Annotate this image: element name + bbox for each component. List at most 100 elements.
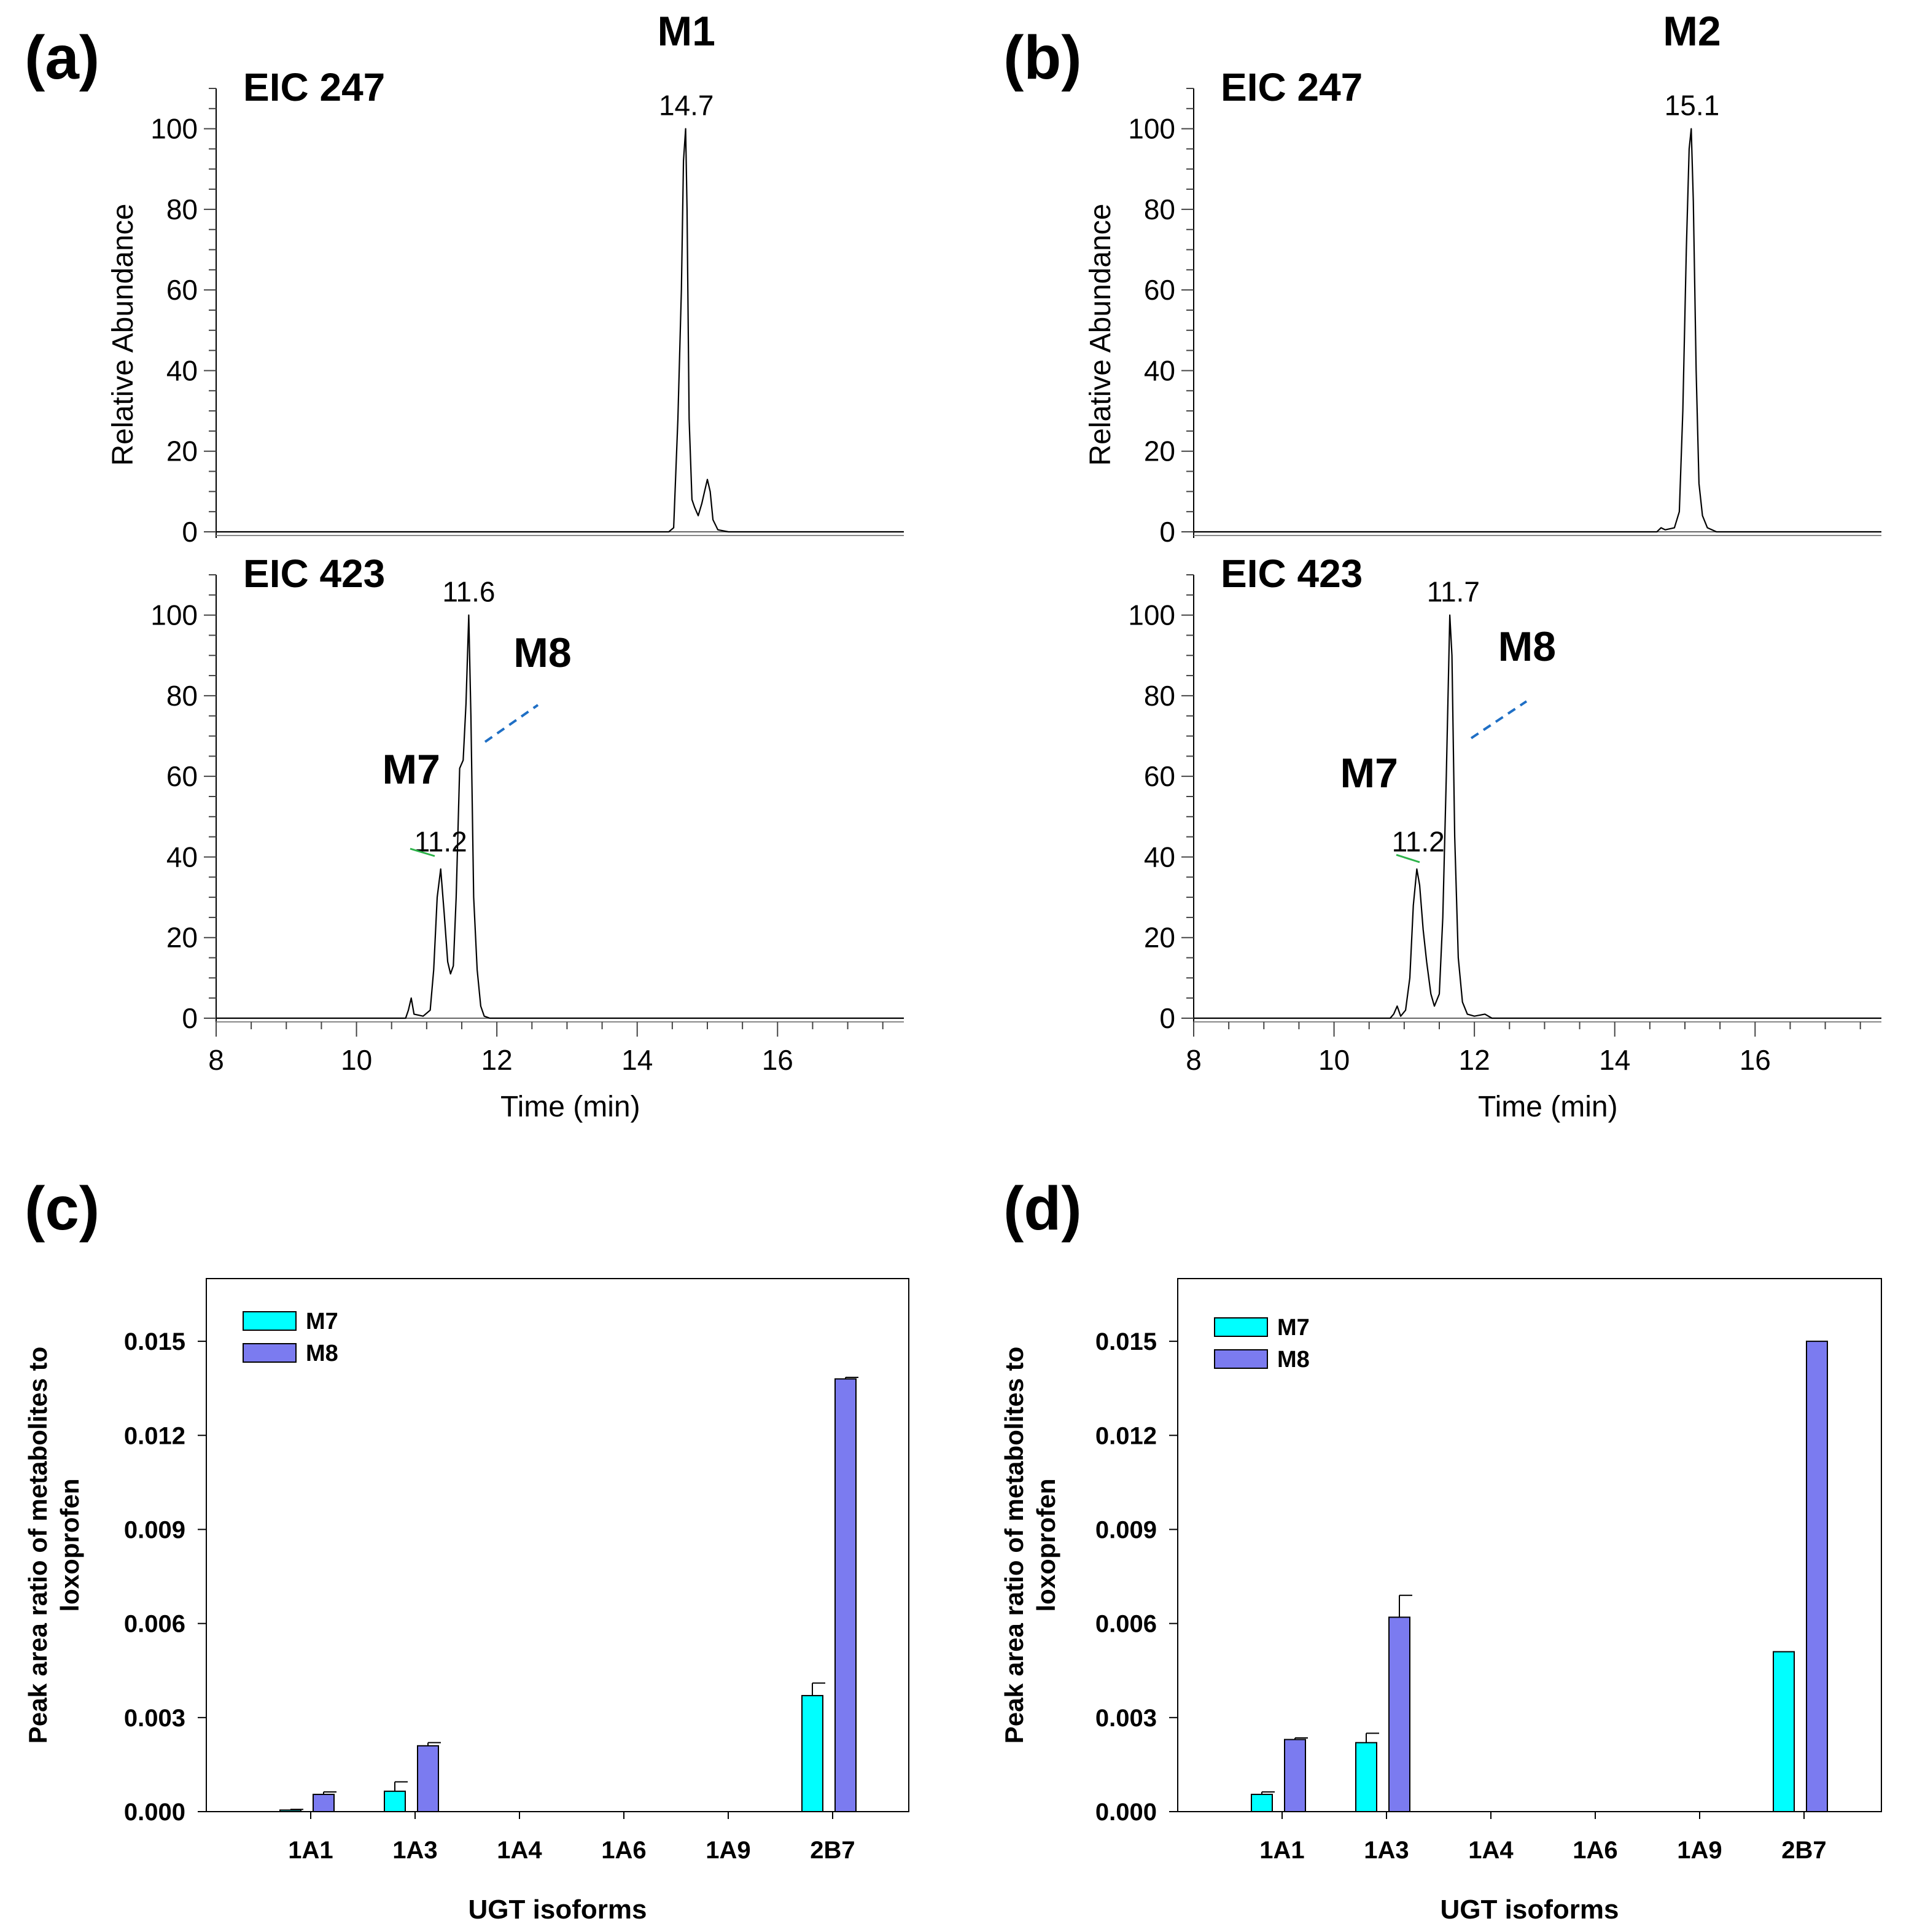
y-tick-label: 0.012 [124, 1422, 185, 1449]
x-tick-label: 1A4 [497, 1837, 542, 1864]
y-tick-label: 0 [182, 516, 198, 548]
x-tick-label: 14 [621, 1044, 653, 1076]
y-tick-label: 0.015 [1095, 1328, 1157, 1355]
bar-m8-1a1 [313, 1793, 335, 1813]
y-tick-label: 80 [166, 680, 198, 712]
m7-pointer-line [410, 847, 435, 857]
y-tick-label: 0.012 [1095, 1422, 1157, 1449]
bar-m7-2b7 [801, 1695, 823, 1812]
x-tick-label: 2B7 [1781, 1837, 1826, 1864]
trace-eic-423: 0 20 40 60 80 100 8 10 12 14 16 Time (min) EIC 423 11… [1128, 551, 1881, 1123]
y-tick-label: 100 [150, 113, 198, 145]
legend-label-m8: M8 [1277, 1347, 1310, 1373]
y-tick-label: 60 [166, 274, 198, 306]
peak-retention-label: 11.2 [1392, 826, 1445, 858]
y-axis-label-line-1: Peak area ratio of metabolites to [23, 1347, 52, 1744]
y-tick-label: 40 [166, 354, 198, 386]
bar-m8-2b7 [834, 1378, 857, 1812]
panel-label: (a) [25, 23, 99, 92]
peak-retention-label: 15.1 [1665, 90, 1720, 122]
panel-label: (d) [1003, 1174, 1082, 1243]
x-axis-label: Time (min) [1478, 1091, 1618, 1123]
x-tick-label: 16 [1740, 1044, 1771, 1076]
y-tick-label: 40 [166, 841, 198, 873]
bar-m7-1a3 [1355, 1742, 1377, 1813]
y-tick-label: 100 [1128, 599, 1175, 631]
x-tick-label: 1A3 [1364, 1837, 1409, 1864]
x-axis-label: UGT isoforms [469, 1895, 647, 1925]
bar-m8-1a3 [417, 1745, 439, 1812]
peak-retention-label: 11.7 [1427, 576, 1480, 608]
y-axis-label: Relative Abundance [107, 204, 139, 466]
y-axis-label-line-2: loxoprofen [1032, 1479, 1060, 1612]
trace-eic-247: 0 20 40 60 80 100 EIC 247 15.1 M2 [1128, 8, 1881, 548]
x-tick-label: 12 [481, 1044, 513, 1076]
x-tick-label: 1A9 [1677, 1837, 1722, 1864]
y-tick-label: 20 [166, 435, 198, 467]
y-tick-label: 0.003 [124, 1705, 185, 1732]
bar-m8-1a3 [1388, 1616, 1410, 1812]
y-tick-label: 80 [166, 193, 198, 225]
peak-retention-label: 14.7 [659, 90, 714, 122]
y-tick-label: 20 [1144, 435, 1175, 467]
y-axis-label-line-2: loxoprofen [55, 1479, 84, 1612]
y-tick-label: 20 [1144, 922, 1175, 954]
y-tick-label: 60 [1144, 274, 1175, 306]
legend-swatch-m8 [243, 1343, 297, 1363]
panel-label: (b) [1003, 23, 1082, 92]
metabolite-label: M8 [513, 629, 571, 676]
y-tick-label: 80 [1144, 193, 1175, 225]
y-tick-label: 0 [182, 1002, 198, 1034]
metabolite-label: M2 [1663, 8, 1721, 55]
bar-m7-1a1 [279, 1809, 301, 1812]
x-tick-label: 2B7 [810, 1837, 855, 1864]
x-tick-label: 14 [1599, 1044, 1630, 1076]
x-tick-label: 1A1 [1259, 1837, 1304, 1864]
trace-label: EIC 247 [243, 65, 385, 109]
bar-m7-1a1 [1251, 1793, 1273, 1813]
metabolite-label: M7 [382, 746, 440, 793]
x-tick-label: 1A6 [1573, 1837, 1617, 1864]
y-tick-label: 0.009 [1095, 1516, 1157, 1543]
x-tick-label: 16 [762, 1044, 793, 1076]
x-tick-label: 8 [208, 1044, 224, 1076]
x-tick-label: 10 [341, 1044, 372, 1076]
x-axis-label: UGT isoforms [1441, 1895, 1619, 1925]
y-tick-label: 60 [1144, 760, 1175, 792]
bar-m8-2b7 [1806, 1341, 1828, 1812]
y-tick-label: 80 [1144, 680, 1175, 712]
bar-chart-panel-c: (c) 0.000 0.003 0.006 0.009 0.012 0.015 1A1 1A3 1… [23, 1174, 909, 1925]
bar-chart-panel-d: (d) 0.000 0.003 0.006 0.009 0.012 0.015 1A1 1A3 1… [1000, 1174, 1882, 1925]
x-tick-label: 1A6 [601, 1837, 646, 1864]
trace-label: EIC 423 [1221, 551, 1363, 596]
legend-swatch-m7 [243, 1311, 297, 1331]
x-tick-label: 1A1 [288, 1837, 333, 1864]
m8-pointer-line [484, 704, 539, 743]
x-axis-label: Time (min) [500, 1091, 640, 1123]
legend-label-m7: M7 [1277, 1315, 1310, 1341]
legend-label-m7: M7 [306, 1309, 338, 1334]
y-axis-label: Relative Abundance [1084, 204, 1117, 466]
y-tick-label: 0.000 [1095, 1799, 1157, 1826]
panel-label: (c) [25, 1174, 99, 1243]
y-tick-label: 0 [1159, 1002, 1175, 1034]
metabolite-label: M1 [657, 8, 715, 55]
plot-frame [1177, 1278, 1882, 1812]
y-axis-label-line-1: Peak area ratio of metabolites to [1000, 1347, 1029, 1744]
y-tick-label: 0 [1159, 516, 1175, 548]
metabolite-label: M7 [1340, 750, 1398, 797]
trace-label: EIC 423 [243, 551, 385, 596]
y-tick-label: 20 [166, 922, 198, 954]
bar-m8-1a1 [1284, 1739, 1306, 1812]
trace-eic-247: 0 20 40 60 80 100 EIC 247 14.7 M1 [150, 8, 904, 548]
y-tick-label: 0.009 [124, 1516, 185, 1543]
chromatogram-trace [216, 614, 904, 1019]
y-tick-label: 0.015 [124, 1328, 185, 1355]
bar-m7-1a3 [384, 1790, 406, 1813]
legend-label-m8: M8 [306, 1341, 338, 1366]
y-tick-label: 100 [150, 599, 198, 631]
metabolite-label: M8 [1498, 623, 1556, 670]
x-tick-label: 1A9 [706, 1837, 750, 1864]
